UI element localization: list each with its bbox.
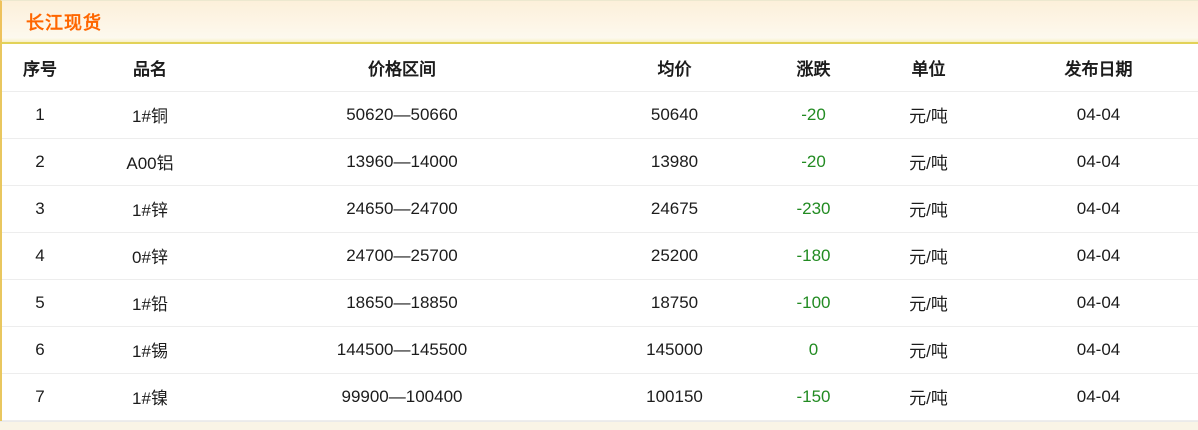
cell-index: 5 bbox=[2, 279, 78, 327]
table-body: 1 1#铜 50620—50660 50640 -20 元/吨 04-04 2 A00铝 1396… bbox=[2, 91, 1198, 421]
cell-range: 144500—145500 bbox=[222, 326, 582, 374]
next-section-edge bbox=[0, 420, 1198, 430]
cell-range: 24700—25700 bbox=[222, 232, 582, 280]
cell-date: 04-04 bbox=[997, 138, 1198, 186]
cell-change: -100 bbox=[767, 279, 860, 327]
cell-date: 04-04 bbox=[997, 232, 1198, 280]
cell-name: 1#镍 bbox=[78, 373, 222, 421]
col-header-change: 涨跌 bbox=[767, 44, 860, 92]
cell-date: 04-04 bbox=[997, 279, 1198, 327]
cell-range: 50620—50660 bbox=[222, 91, 582, 139]
cell-range: 99900—100400 bbox=[222, 373, 582, 421]
cell-unit: 元/吨 bbox=[860, 138, 997, 186]
table-row: 3 1#锌 24650—24700 24675 -230 元/吨 04-04 bbox=[2, 185, 1198, 233]
cell-change: -20 bbox=[767, 138, 860, 186]
cell-range: 18650—18850 bbox=[222, 279, 582, 327]
cell-change: -150 bbox=[767, 373, 860, 421]
col-header-unit: 单位 bbox=[860, 44, 997, 92]
price-table: 序号 品名 价格区间 均价 涨跌 单位 发布日期 1 1#铜 50620—50660 50640-… bbox=[2, 44, 1198, 421]
cell-unit: 元/吨 bbox=[860, 373, 997, 421]
col-header-index: 序号 bbox=[2, 44, 78, 92]
cell-date: 04-04 bbox=[997, 185, 1198, 233]
table-header-row: 序号 品名 价格区间 均价 涨跌 单位 发布日期 bbox=[2, 44, 1198, 92]
cell-name: 1#锌 bbox=[78, 185, 222, 233]
cell-unit: 元/吨 bbox=[860, 232, 997, 280]
cell-change: 0 bbox=[767, 326, 860, 374]
cell-index: 1 bbox=[2, 91, 78, 139]
cell-name: A00铝 bbox=[78, 138, 222, 186]
cell-avg: 145000 bbox=[582, 326, 767, 374]
section-title-bar: 长江现货 bbox=[0, 0, 1198, 44]
table-row: 1 1#铜 50620—50660 50640 -20 元/吨 04-04 bbox=[2, 91, 1198, 139]
table-row: 5 1#铅 18650—18850 18750 -100 元/吨 04-04 bbox=[2, 279, 1198, 327]
cell-unit: 元/吨 bbox=[860, 326, 997, 374]
cell-avg: 50640 bbox=[582, 91, 767, 139]
cell-date: 04-04 bbox=[997, 326, 1198, 374]
cell-change: -230 bbox=[767, 185, 860, 233]
cell-date: 04-04 bbox=[997, 91, 1198, 139]
cell-change: -20 bbox=[767, 91, 860, 139]
cell-avg: 24675 bbox=[582, 185, 767, 233]
cell-unit: 元/吨 bbox=[860, 279, 997, 327]
cell-name: 1#铜 bbox=[78, 91, 222, 139]
cell-index: 2 bbox=[2, 138, 78, 186]
cell-index: 4 bbox=[2, 232, 78, 280]
cell-avg: 13980 bbox=[582, 138, 767, 186]
cell-index: 6 bbox=[2, 326, 78, 374]
cell-avg: 100150 bbox=[582, 373, 767, 421]
cell-date: 04-04 bbox=[997, 373, 1198, 421]
cell-name: 1#锡 bbox=[78, 326, 222, 374]
cell-range: 24650—24700 bbox=[222, 185, 582, 233]
cell-name: 1#铅 bbox=[78, 279, 222, 327]
cell-name: 0#锌 bbox=[78, 232, 222, 280]
section-title: 长江现货 bbox=[26, 12, 102, 33]
price-table-area: 序号 品名 价格区间 均价 涨跌 单位 发布日期 1 1#铜 50620—50660 50640-… bbox=[0, 44, 1198, 421]
table-row: 2 A00铝 13960—14000 13980 -20 元/吨 04-04 bbox=[2, 138, 1198, 186]
table-row: 7 1#镍 99900—100400 100150 -150 元/吨 04-04 bbox=[2, 373, 1198, 421]
cell-unit: 元/吨 bbox=[860, 91, 997, 139]
cell-index: 3 bbox=[2, 185, 78, 233]
cell-unit: 元/吨 bbox=[860, 185, 997, 233]
col-header-name: 品名 bbox=[78, 44, 222, 92]
table-row: 4 0#锌 24700—25700 25200 -180 元/吨 04-04 bbox=[2, 232, 1198, 280]
cell-range: 13960—14000 bbox=[222, 138, 582, 186]
cell-change: -180 bbox=[767, 232, 860, 280]
table-row: 6 1#锡 144500—145500 145000 0 元/吨 04-04 bbox=[2, 326, 1198, 374]
cell-avg: 18750 bbox=[582, 279, 767, 327]
col-header-date: 发布日期 bbox=[997, 44, 1198, 92]
col-header-avg: 均价 bbox=[582, 44, 767, 92]
cell-avg: 25200 bbox=[582, 232, 767, 280]
col-header-range: 价格区间 bbox=[222, 44, 582, 92]
cell-index: 7 bbox=[2, 373, 78, 421]
